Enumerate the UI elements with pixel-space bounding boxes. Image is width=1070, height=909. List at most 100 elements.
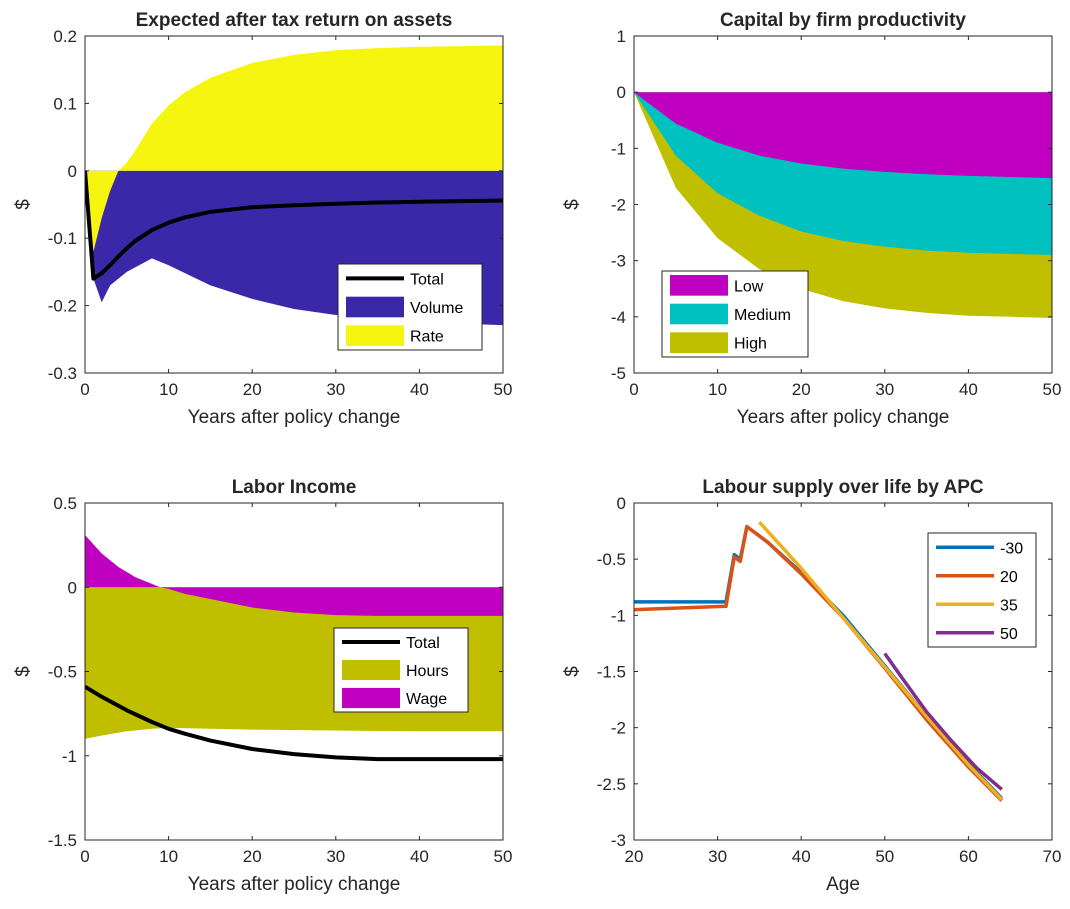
x-tick-label: 50 [875, 847, 894, 866]
x-tick-label: 40 [792, 847, 811, 866]
x-axis-label: Age [826, 874, 860, 895]
y-tick-label: -1 [611, 606, 626, 625]
x-tick-label: 10 [708, 380, 727, 399]
legend-label: Hours [406, 663, 449, 680]
legend-swatch [342, 687, 400, 709]
y-tick-label: -0.3 [48, 364, 77, 383]
x-tick-label: 20 [792, 380, 811, 399]
x-tick-label: 40 [410, 380, 429, 399]
y-axis-label: $ [562, 199, 583, 210]
x-tick-label: 30 [875, 380, 894, 399]
y-tick-label: 0 [617, 83, 626, 102]
legend-label: Rate [410, 329, 444, 346]
x-axis-label: Years after policy change [188, 407, 401, 428]
legend-label: High [734, 336, 767, 353]
legend-label: Volume [410, 300, 463, 317]
legend-swatch [346, 296, 404, 318]
legend-label: 20 [1000, 569, 1018, 586]
area-rate [85, 45, 503, 252]
legend-swatch [342, 659, 400, 681]
y-tick-label: -2.5 [597, 775, 626, 794]
legend: -30 20 35 50 [927, 532, 1037, 648]
legend-swatch [670, 303, 728, 325]
y-tick-label: 0 [68, 578, 77, 597]
legend-label: Total [410, 271, 444, 288]
legend-label: Low [734, 278, 764, 295]
x-tick-label: 60 [959, 847, 978, 866]
legend-box [927, 532, 1037, 648]
legend-label: Medium [734, 307, 791, 324]
plot-marks [634, 520, 1004, 802]
y-axis-label: $ [13, 199, 34, 210]
chart-title: Labour supply over life by APC [702, 477, 983, 498]
y-tick-label: -3 [611, 252, 626, 271]
x-tick-label: 50 [1043, 380, 1062, 399]
chart-title: Capital by firm productivity [720, 10, 966, 31]
y-tick-label: -0.1 [48, 229, 77, 248]
chart-panel-3: 0 10 20 30 40 50 0.5 0 -0.5 -1 -1.5 Labor Income Yea… [13, 477, 512, 895]
legend-label: 50 [1000, 626, 1018, 643]
x-tick-label: 10 [159, 380, 178, 399]
y-tick-label: -2 [611, 719, 626, 738]
y-tick-label: -0.2 [48, 297, 77, 316]
x-tick-label: 0 [80, 847, 89, 866]
y-tick-label: -1.5 [597, 663, 626, 682]
legend: Low Medium High [661, 270, 809, 358]
x-tick-label: 70 [1043, 847, 1062, 866]
x-axis-label: Years after policy change [737, 407, 950, 428]
y-tick-label: 0 [68, 162, 77, 181]
y-tick-label: -1.5 [48, 831, 77, 850]
chart-title: Labor Income [232, 477, 357, 498]
line-total [85, 684, 503, 762]
legend-label: Total [406, 635, 440, 652]
y-tick-label: -1 [62, 747, 77, 766]
x-tick-label: 20 [243, 380, 262, 399]
y-tick-label: 0.5 [53, 494, 77, 513]
x-tick-label: 30 [326, 380, 345, 399]
legend-swatch [670, 332, 728, 353]
line-total [85, 170, 503, 281]
line-35 [758, 520, 1004, 801]
legend-label: -30 [1000, 540, 1023, 557]
y-tick-label: -3 [611, 831, 626, 850]
legend: Total Hours Wage [333, 627, 469, 713]
axes-box [84, 35, 504, 374]
y-tick-label: -1 [611, 139, 626, 158]
x-tick-label: 40 [410, 847, 429, 866]
y-tick-label: -0.5 [597, 550, 626, 569]
legend-swatch [670, 275, 728, 296]
x-tick-label: 20 [625, 847, 644, 866]
y-tick-label: 0.1 [53, 94, 77, 113]
area-low [634, 92, 1052, 179]
x-tick-label: 50 [494, 847, 513, 866]
y-tick-label: 0 [617, 494, 626, 513]
y-tick-label: -0.5 [48, 663, 77, 682]
x-tick-label: 20 [243, 847, 262, 866]
legend-label: 35 [1000, 597, 1018, 614]
y-tick-label: -4 [611, 308, 626, 327]
plot-marks [634, 92, 1052, 318]
y-tick-label: -5 [611, 364, 626, 383]
x-tick-label: 40 [959, 380, 978, 399]
x-tick-label: 10 [159, 847, 178, 866]
legend-swatch [346, 325, 404, 346]
chart-panel-4: 20 30 40 50 60 70 0 -0.5 -1 -1.5 -2 -2.5 -3 Labour su… [562, 477, 1061, 895]
x-tick-label: 0 [629, 380, 638, 399]
line-50 [883, 652, 1003, 791]
y-axis-label: $ [562, 666, 583, 677]
line-20 [634, 524, 1004, 802]
chart-panel-1: 0 10 20 30 40 50 0.2 0.1 0 -0.1 -0.2 -0.3 Expected a… [13, 10, 512, 428]
x-tick-label: 30 [708, 847, 727, 866]
y-tick-label: 0.2 [53, 27, 77, 46]
legend: Total Volume Rate [337, 263, 483, 351]
x-axis-label: Years after policy change [188, 874, 401, 895]
x-tick-label: 50 [494, 380, 513, 399]
x-tick-label: 30 [326, 847, 345, 866]
chart-title: Expected after tax return on assets [136, 10, 453, 31]
y-tick-label: 1 [617, 27, 626, 46]
area-wage [85, 535, 503, 616]
y-axis-label: $ [13, 666, 34, 677]
x-tick-label: 0 [80, 380, 89, 399]
